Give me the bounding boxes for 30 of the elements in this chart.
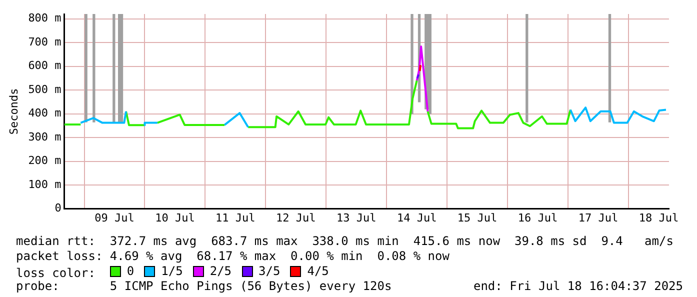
text: probe: 5 ICMP Echo Pings (56 Bytes) every 120s <box>16 279 392 294</box>
y-tick-label: 500 m <box>28 82 62 96</box>
x-tick-label: 12 Jul <box>276 211 316 224</box>
legend-title: loss color: <box>16 266 96 280</box>
x-tick-label: 18 Jul <box>638 211 679 224</box>
y-tick-label: 600 m <box>28 59 62 72</box>
legend-label: 3/5 <box>258 264 280 279</box>
y-tick-label: 800 m <box>28 12 62 25</box>
legend-label: 4/5 <box>307 264 329 279</box>
y-tick-label: 200 m <box>28 154 62 168</box>
x-tick-label: 10 Jul <box>155 211 195 224</box>
legend-label: 1/5 <box>161 264 183 279</box>
y-tick-label: 100 m <box>28 178 62 191</box>
x-tick-label: 09 Jul <box>94 211 134 224</box>
text: median rtt: 372.7 ms avg 683.7 ms max 338.0 ms min 415.6 ms now 39.8 ms sd 9.4 am/s <box>16 234 674 249</box>
legend-label: 0 <box>126 264 134 279</box>
x-tick-label: 17 Jul <box>578 211 618 224</box>
y-tick-label: 400 m <box>28 106 62 120</box>
y-axis-title: Seconds <box>7 88 20 135</box>
x-tick-label: 16 Jul <box>518 211 558 224</box>
text: packet loss: 4.69 % avg 68.17 % max 0.00 % min 0.08 % now <box>16 249 450 264</box>
x-tick-label: 15 Jul <box>457 211 498 224</box>
x-tick-label: 13 Jul <box>336 211 376 224</box>
x-tick-label: 14 Jul <box>396 211 437 224</box>
legend-label: 2/5 <box>210 264 232 279</box>
text: end: Fri Jul 18 16:04:37 2025 <box>473 279 683 294</box>
y-tick-label: 300 m <box>28 130 62 144</box>
y-tick-label: 0 <box>54 202 62 215</box>
x-tick-label: 11 Jul <box>216 211 256 224</box>
y-tick-label: 700 m <box>28 35 62 48</box>
